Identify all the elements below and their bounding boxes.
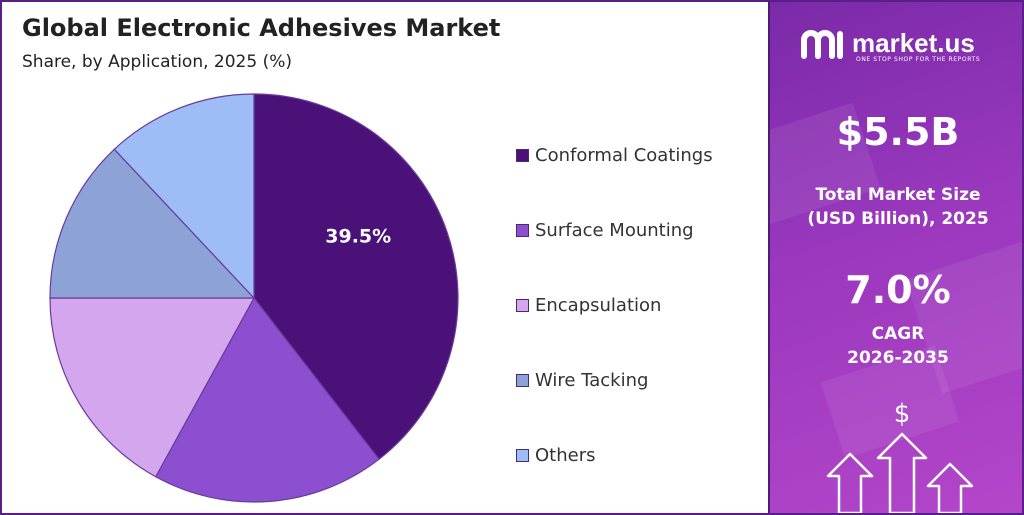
pie-data-label: 39.5%: [325, 225, 391, 247]
brand-name: market.us: [852, 28, 975, 58]
market-us-logo-icon: [801, 30, 843, 59]
legend-swatch: [516, 148, 529, 162]
legend-item: Surface Mounting: [516, 217, 694, 243]
legend-label: Conformal Coatings: [535, 144, 713, 166]
growth-arrows-icon: $: [826, 399, 974, 513]
legend-swatch: [516, 373, 529, 387]
market-size-label: Total Market Size: [815, 185, 981, 205]
chart-subtitle: Share, by Application, 2025 (%): [22, 52, 292, 72]
brand-tagline: ONE STOP SHOP FOR THE REPORTS: [856, 56, 981, 63]
legend-swatch: [516, 223, 529, 237]
legend-item: Encapsulation: [516, 292, 661, 318]
legend-item: Wire Tacking: [516, 367, 648, 393]
chart-title: Global Electronic Adhesives Market: [22, 14, 501, 42]
cagr-period: 2026-2035: [847, 348, 949, 368]
market-size-label-year: (USD Billion), 2025: [807, 209, 989, 229]
legend-item: Others: [516, 442, 596, 468]
summary-panel: market.us ONE STOP SHOP FOR THE REPORTS …: [768, 2, 1022, 513]
legend-swatch: [516, 298, 529, 312]
chart-panel: Global Electronic Adhesives Market Share…: [2, 2, 768, 513]
dollar-sign-icon: $: [894, 399, 911, 429]
brand-logo: market.us: [800, 26, 975, 60]
legend-swatch: [516, 448, 529, 462]
pie-slice-wire-tacking: [49, 148, 256, 299]
market-size-value: $5.5B: [836, 110, 960, 154]
pie-slice-conformal-coatings: [253, 93, 459, 461]
cagr-value: 7.0%: [845, 268, 951, 312]
legend-item: Conformal Coatings: [516, 142, 713, 168]
up-arrow-icon: [926, 462, 974, 513]
cagr-label: CAGR: [871, 324, 925, 344]
legend-label: Others: [535, 444, 596, 466]
legend-label: Wire Tacking: [535, 369, 649, 391]
legend-label: Encapsulation: [535, 294, 662, 316]
up-arrow-icon: [826, 452, 874, 513]
up-arrow-icon: [876, 432, 928, 513]
pie-slice-others: [113, 93, 255, 300]
legend-label: Surface Mounting: [535, 219, 694, 241]
pie-slice-surface-mounting: [154, 296, 380, 503]
pie-slice-encapsulation: [49, 297, 256, 478]
pie-chart: 39.5%: [49, 93, 459, 503]
